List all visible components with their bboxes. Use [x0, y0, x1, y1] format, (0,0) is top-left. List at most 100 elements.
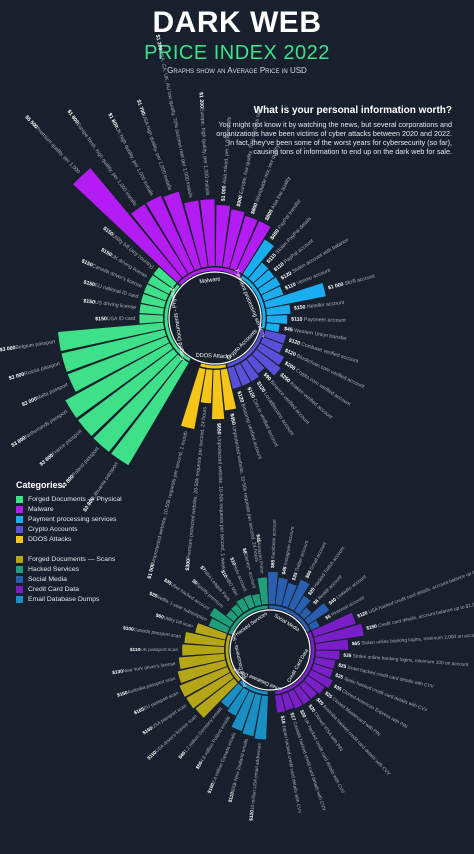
bar-label: $120 Coinbase verified account: [288, 338, 360, 365]
bar-label: $3 000Russia passport: [8, 361, 61, 382]
bar-label: $110UK passport scan: [130, 647, 179, 653]
bar-value: $3 000: [8, 372, 25, 382]
bar: [282, 582, 297, 608]
bar-value: $50: [195, 760, 204, 770]
bar-item-label: Premium protected website, 20-50k reques…: [186, 406, 208, 559]
bar: [78, 349, 178, 437]
bar-item-label: Stolen account with balance: [291, 237, 350, 275]
bar: [229, 215, 258, 271]
bar-value: $1 000: [328, 282, 346, 292]
page-title: DARK WEB: [152, 6, 322, 39]
bar-value: $60: [305, 569, 315, 580]
bar-value: $150: [146, 750, 158, 762]
bar: [146, 195, 194, 274]
bar: [147, 275, 173, 295]
bar: [221, 683, 243, 708]
bar: [308, 620, 320, 631]
bar-item-label: Gmail account: [309, 541, 329, 572]
bar-value: $150: [80, 259, 93, 269]
bar-value: $3 000: [0, 346, 16, 354]
bar-value: $120: [288, 338, 302, 348]
radial-chart-2: $12010 million USA email addresses $1106…: [112, 519, 474, 822]
bar-item-label: Neteller account: [307, 300, 345, 310]
bar-value: $150: [117, 690, 129, 699]
bar: [266, 304, 291, 316]
bar-item-label: 10 million USA email addresses: [250, 742, 263, 810]
legend-swatch: [16, 575, 23, 583]
bar-item-label: US driving license: [94, 300, 136, 311]
bar-label: $65 Facebook account: [270, 519, 278, 568]
bar-value: $25: [334, 673, 345, 682]
bar: [140, 293, 166, 308]
category-name: Forged Documents - Physical: [169, 287, 186, 360]
bar-value: $110: [228, 791, 237, 803]
category-arc: [200, 363, 227, 369]
bar-item-label: Twitter account: [294, 540, 310, 573]
bar-value: $25: [148, 591, 158, 600]
bar-label: $12010 million USA email addresses: [249, 742, 263, 821]
bar: [222, 209, 245, 268]
bar-value: $800: [250, 201, 260, 215]
bar-value: $300: [185, 559, 192, 571]
bar-item-label: UK passport scan: [140, 647, 178, 653]
bar-value: $18: [279, 715, 287, 725]
bar: [265, 323, 280, 333]
bar: [281, 692, 294, 711]
legend-item: Forged Documents — Physical: [16, 494, 166, 504]
bar: [61, 329, 167, 372]
bar-label: $3 800Poland passport: [61, 446, 101, 490]
legend-swatch: [16, 565, 23, 573]
bar: [73, 168, 182, 283]
legend-swatch: [16, 525, 23, 533]
bar-item-label: Premium quality, per 1,000: [34, 126, 81, 175]
bar: [266, 315, 288, 324]
bar-item-label: Stolen online banking logins, minimum 10…: [352, 654, 469, 669]
bar-value: $110: [291, 317, 304, 323]
bar: [264, 282, 326, 308]
bar-item-label: Utility bill scan: [163, 615, 194, 630]
legend-label: Payment processing services: [28, 515, 117, 523]
bar-label: $35 Stolen online banking logins, minimu…: [343, 653, 469, 669]
bar-value: $110: [284, 282, 298, 292]
bar: [308, 670, 333, 689]
bar-value: $6: [313, 597, 322, 606]
bar-item-label: Poland passport: [71, 446, 101, 478]
bar-label: $100Canada passport scan: [123, 626, 182, 641]
bar-item-label: Netherlands passport: [24, 409, 69, 441]
bar-value: $150: [294, 305, 308, 312]
bar: [195, 678, 238, 718]
legend-item: Crypto Accounts: [16, 524, 166, 534]
bar-label: $45Amazon Prime: [254, 534, 264, 574]
legend-item: Email Database Dumps: [16, 594, 166, 604]
bar: [200, 199, 215, 267]
legend: Categories: Forged Documents — Physical M…: [16, 480, 166, 604]
bar-value: $10: [219, 569, 228, 579]
bar-value: $45: [254, 534, 261, 543]
bar-value: $10: [228, 557, 237, 567]
bar: [215, 205, 231, 267]
bar: [231, 691, 255, 732]
bar-label: $1 000Unprotected website, 10-50k reques…: [147, 431, 190, 580]
bar: [275, 694, 286, 713]
bar: [184, 200, 208, 268]
bar-value: $650: [215, 423, 221, 436]
bar: [299, 607, 312, 620]
bar-value: $20: [307, 704, 317, 715]
bar: [179, 666, 230, 697]
bar: [304, 675, 325, 694]
bar-label: $3 800Netherlands passport: [11, 409, 70, 449]
bar-label: $504.8 million Poland emails: [195, 715, 232, 771]
bar-item-label: EU passport scan: [143, 690, 180, 712]
bar-label: $1 000 Asia mixed, per 1,000 installs: [221, 116, 233, 201]
bar-value: $40: [328, 596, 339, 606]
bar: [261, 286, 284, 302]
bar-value: $7: [198, 565, 206, 573]
bar: [67, 336, 170, 392]
bar: [311, 663, 333, 678]
bar: [236, 598, 249, 613]
bar: [139, 314, 164, 324]
category-arc: [275, 631, 315, 695]
bar-label: $1 200Europe, high quality, per 1,000 in…: [197, 92, 210, 196]
bar: [294, 685, 311, 705]
